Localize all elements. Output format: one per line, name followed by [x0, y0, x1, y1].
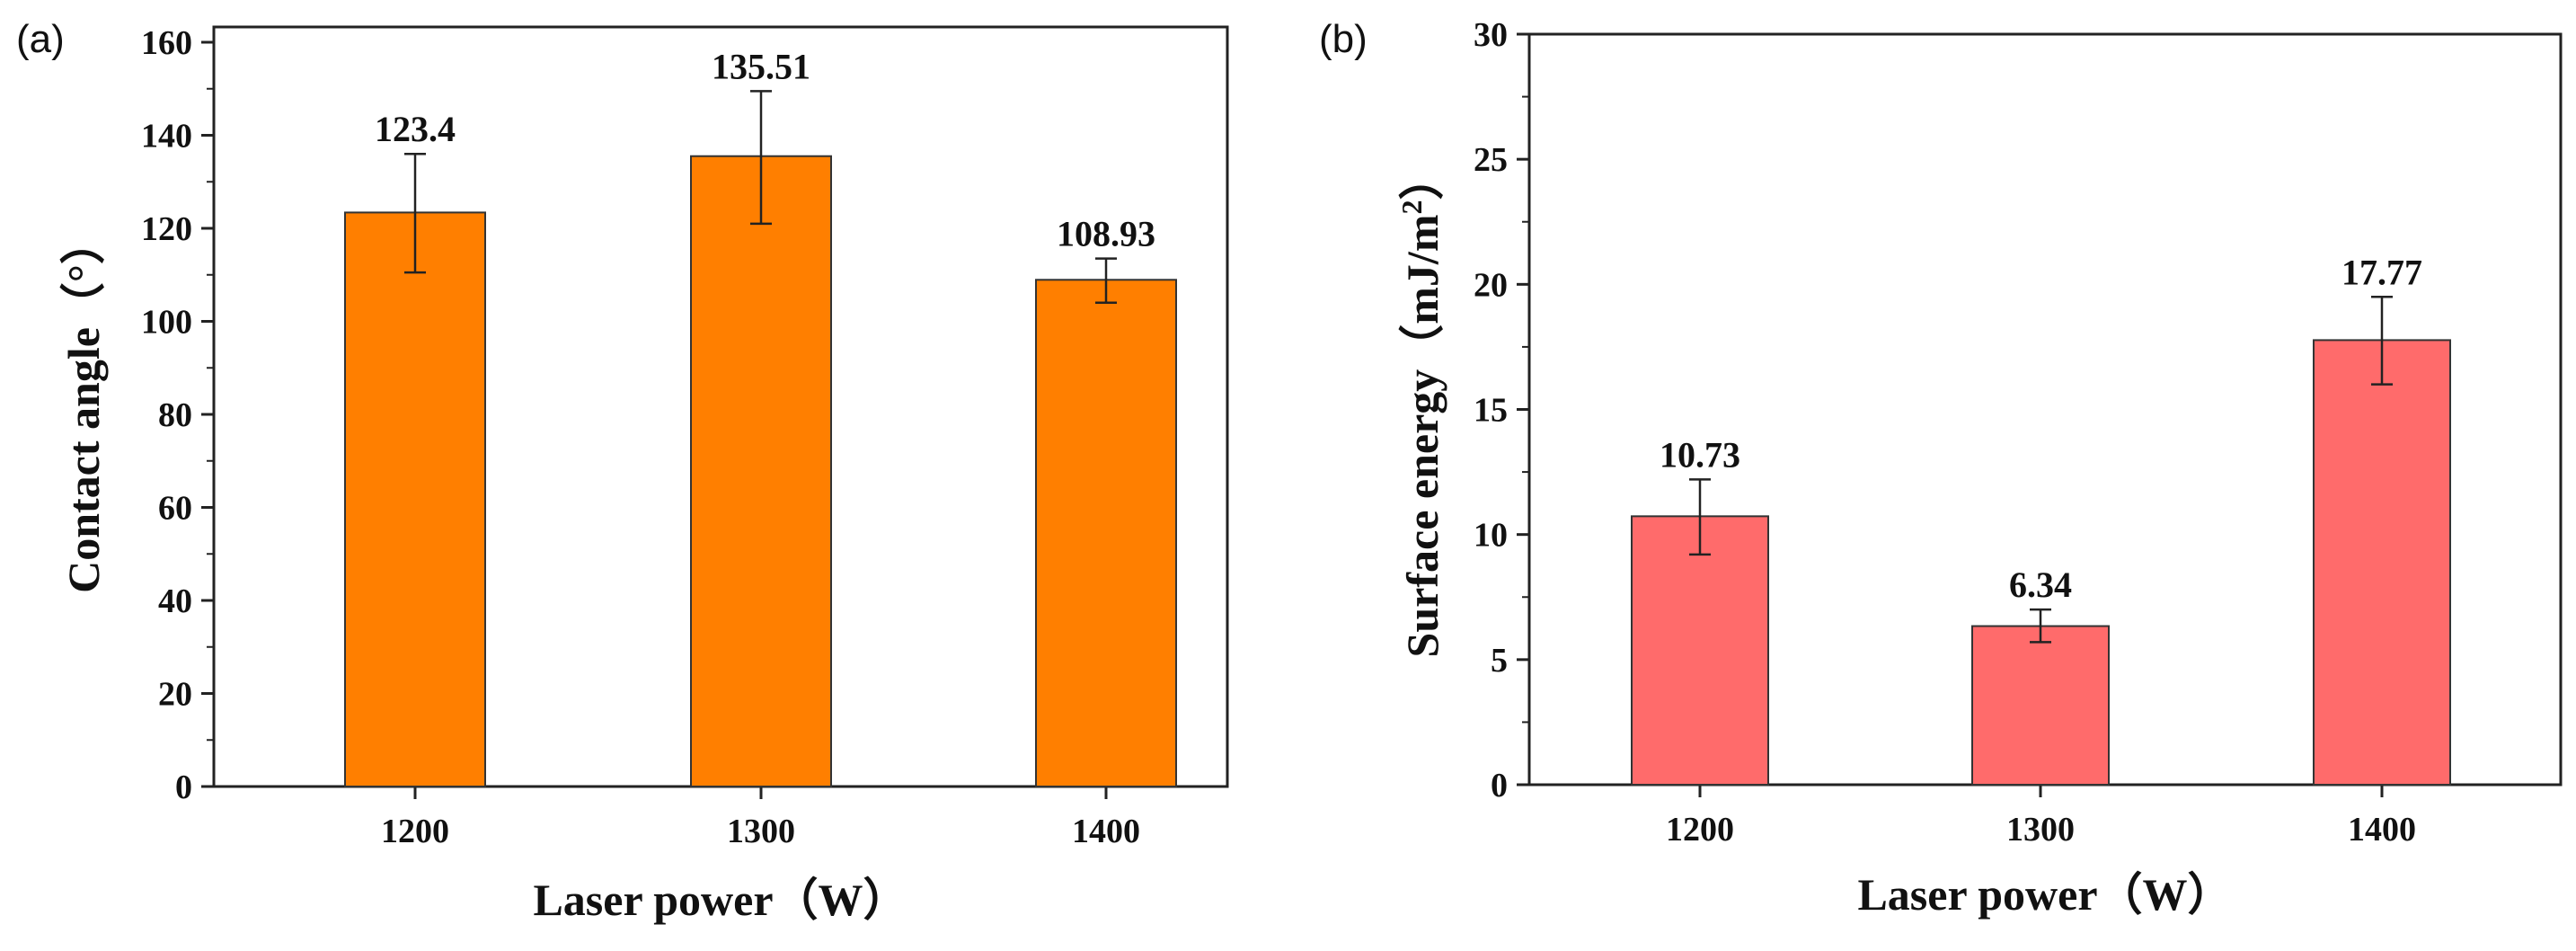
panel-a-x-ticks: 1200 1300 1400 [381, 787, 1140, 850]
bar [1035, 279, 1177, 788]
bar [1631, 515, 1769, 786]
x-tick-label: 1200 [1666, 811, 1734, 849]
data-label: 135.51 [712, 46, 810, 86]
y-tick-label: 15 [1474, 392, 1508, 430]
y-tick-label: 30 [1474, 16, 1508, 54]
panel-a-chart: (a) 0 20 40 60 80 100 120 140 160 1200 1300 1400 1… [16, 17, 1229, 925]
panel-b-x-ticks: 1200 1300 1400 [1666, 785, 2416, 849]
panel-b-y-axis-title-main: Surface energy（mJ/m [1397, 215, 1447, 658]
bar [344, 211, 486, 787]
panel-b-y-axis-title-sup: 2 [1395, 200, 1428, 215]
y-tick-label: 40 [158, 582, 192, 620]
panel-b-letter: (b) [1319, 17, 1368, 61]
data-label: 108.93 [1057, 214, 1155, 254]
x-tick-label: 1300 [727, 813, 795, 850]
panel-b-y-axis-title: Surface energy（mJ/m2） [1395, 156, 1447, 658]
y-tick-label: 0 [175, 769, 192, 806]
y-tick-label: 20 [158, 676, 192, 714]
y-tick-label: 0 [1491, 767, 1508, 804]
bar [2313, 339, 2451, 786]
y-tick-label: 160 [141, 24, 192, 62]
x-tick-label: 1300 [2006, 811, 2075, 849]
bar [690, 155, 832, 787]
panel-b-bars: 10.73 6.34 17.77 [1631, 252, 2451, 787]
bar [1971, 625, 2110, 787]
y-tick-label: 20 [1474, 266, 1508, 304]
panel-b-y-axis-title-end: ） [1397, 156, 1447, 200]
panel-b-y-ticks: 0 5 10 15 20 25 30 [1474, 16, 1529, 804]
y-tick-label: 140 [141, 118, 192, 156]
y-tick-label: 120 [141, 210, 192, 248]
y-tick-label: 5 [1491, 642, 1508, 680]
panel-a-y-axis-title: Contact angle（°） [58, 219, 109, 593]
y-tick-label: 100 [141, 304, 192, 342]
data-label: 6.34 [2009, 564, 2072, 605]
panel-a-x-axis-title: Laser power（W） [533, 875, 907, 925]
panel-b-x-axis-title: Laser power（W） [1857, 869, 2232, 920]
data-label: 123.4 [375, 109, 456, 149]
y-tick-label: 25 [1474, 141, 1508, 179]
panel-a-bars: 123.4 135.51 108.93 [344, 46, 1177, 788]
x-tick-label: 1400 [2348, 811, 2416, 849]
y-tick-label: 10 [1474, 517, 1508, 555]
y-tick-label: 60 [158, 490, 192, 528]
data-label: 17.77 [2341, 252, 2422, 292]
panel-a-y-ticks: 0 20 40 60 80 100 120 140 160 [141, 24, 214, 806]
x-tick-label: 1400 [1072, 813, 1140, 850]
y-tick-label: 80 [158, 396, 192, 434]
data-label: 10.73 [1660, 434, 1740, 475]
x-tick-label: 1200 [381, 813, 449, 850]
panel-a-letter: (a) [16, 17, 65, 61]
